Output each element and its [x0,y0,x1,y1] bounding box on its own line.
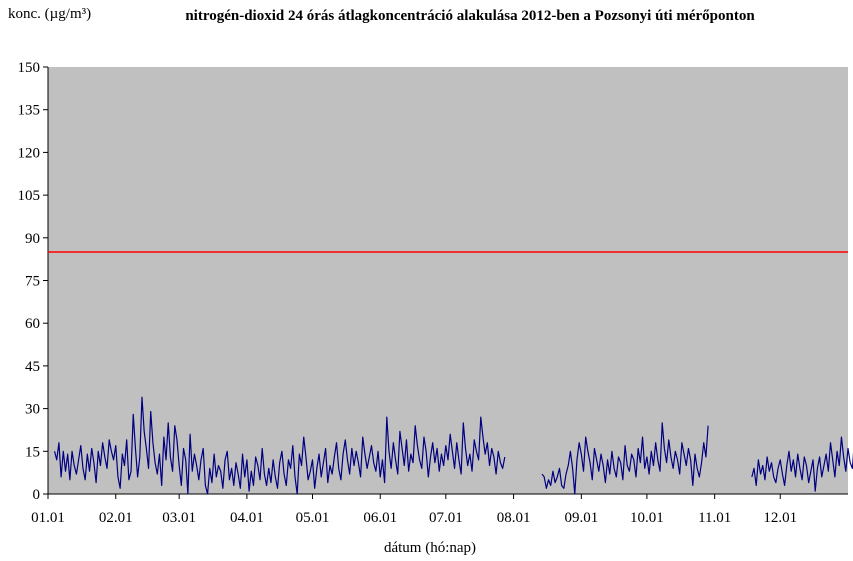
x-axis-title: dátum (hó:nap) [383,540,477,556]
y-tick-label: 60 [25,316,40,332]
x-tick-label: 05.01 [296,510,330,526]
y-tick-label: 30 [25,402,40,418]
x-tick-label: 08.01 [497,510,531,526]
x-tick-label: 04.01 [230,510,264,526]
series-group [53,396,853,495]
x-tick-label: 09.01 [564,510,598,526]
x-tick-label: 01.01 [31,510,65,526]
y-tick-label: 75 [25,274,40,290]
y-tick-label: 135 [18,103,41,119]
series-line-segment [751,436,853,492]
x-tick-label: 12.01 [763,510,797,526]
x-tick-label: 06.01 [363,510,397,526]
y-tick-label: 150 [18,60,41,76]
y-tick-label: 105 [18,188,41,204]
y-tick-label: 0 [33,487,41,503]
chart-title: nitrogén-dioxid 24 órás átlagkoncentráci… [185,8,755,24]
y-tick-label: 15 [25,444,40,460]
y-axis: 0 15 30 45 60 75 90 105 120 135 150 [18,60,49,503]
y-tick-label: 120 [18,145,41,161]
x-tick-label: 07.01 [429,510,463,526]
x-tick-label: 02.01 [99,510,133,526]
y-tick-label: 90 [25,231,40,247]
x-axis: 01.01 02.01 03.01 04.01 05.01 06.01 07.01 08.01… [31,493,848,526]
x-tick-label: 11.01 [698,510,731,526]
series-line-segment [541,422,709,495]
x-tick-label: 03.01 [162,510,196,526]
series-line-segment [53,396,506,495]
y-tick-label: 45 [25,359,40,375]
y-axis-title: konc. (µg/m³) [8,6,92,22]
plot-area [48,67,848,494]
x-tick-label: 10.01 [630,510,664,526]
